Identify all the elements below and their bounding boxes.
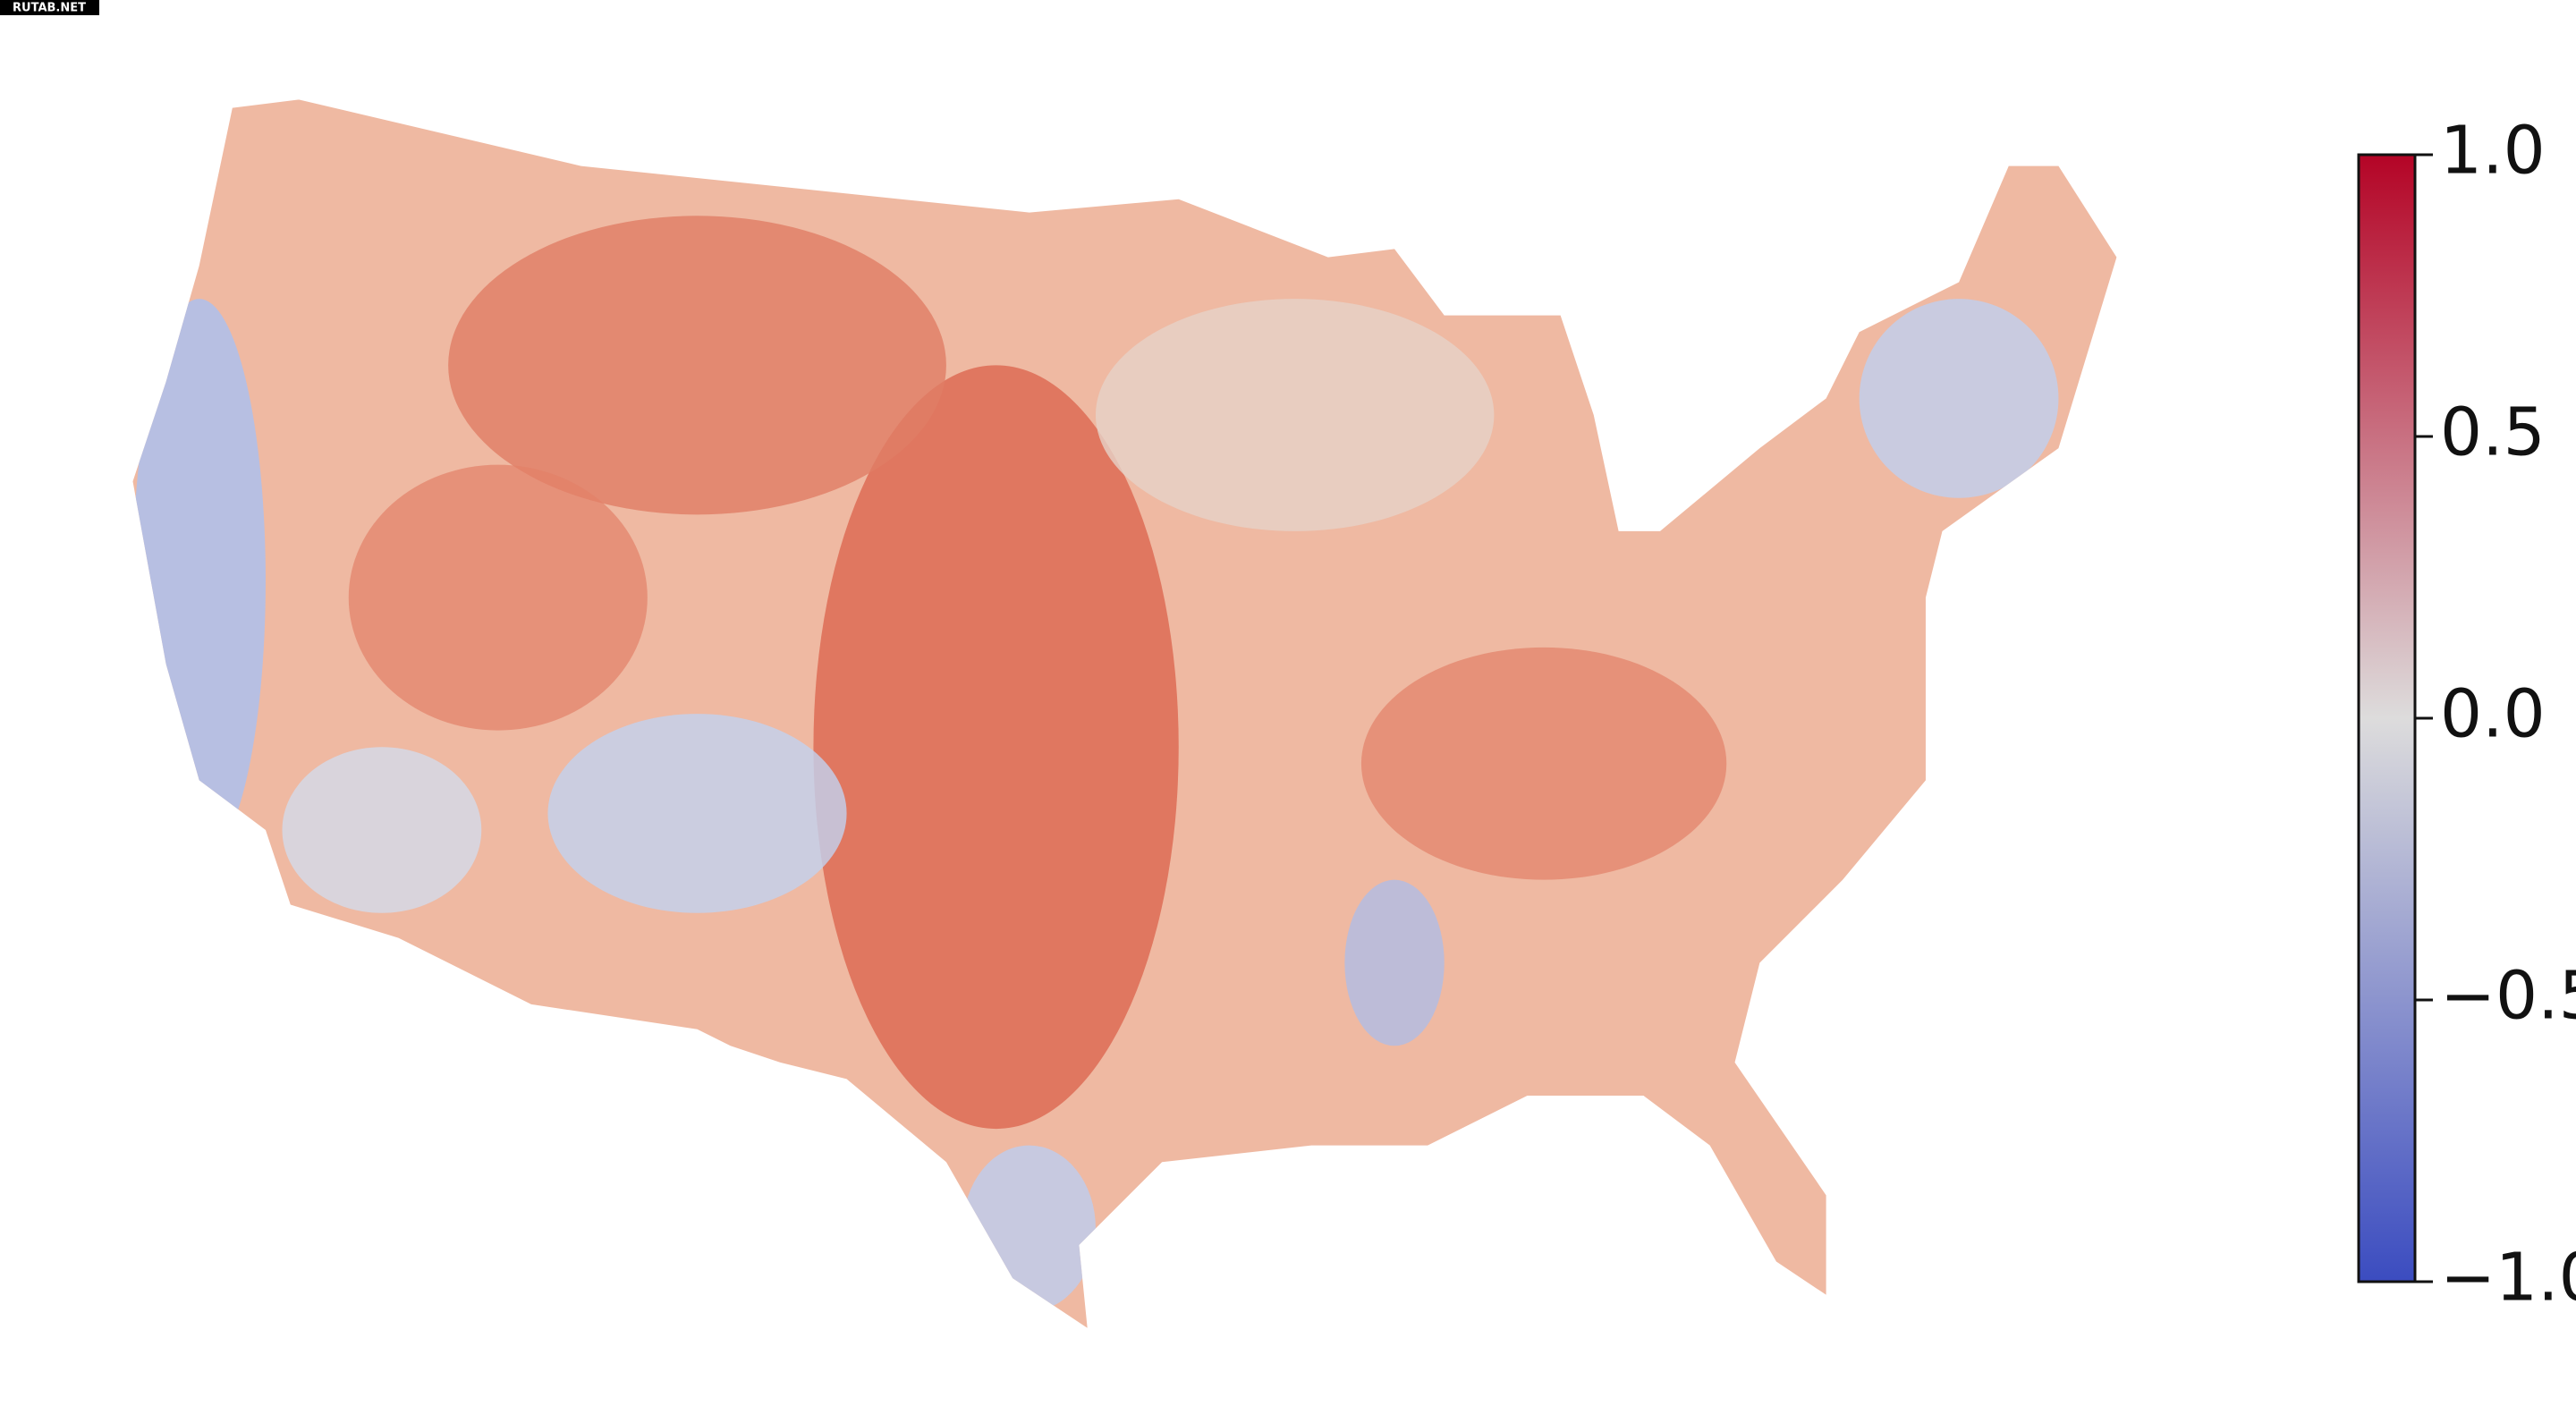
- map-region: [813, 365, 1179, 1130]
- map-region: [448, 216, 946, 515]
- watermark: RUTAB.NET: [13, 2, 86, 15]
- map-region: [1360, 647, 1727, 880]
- colorbar-tick-label: 0.5: [2440, 394, 2546, 471]
- colorbar-tick-label: 1.0: [2440, 113, 2546, 190]
- colorbar: [2357, 153, 2417, 1283]
- map-region: [348, 464, 648, 731]
- map-region: [132, 299, 266, 864]
- map-region: [1859, 299, 2059, 498]
- map-region: [962, 1145, 1096, 1312]
- map-region: [1095, 299, 1495, 531]
- map-region: [282, 747, 482, 913]
- map-region: [1344, 879, 1445, 1046]
- colorbar-tick-label: −0.5: [2440, 958, 2576, 1035]
- map-region: [547, 714, 847, 913]
- colorbar-tick-label: −1.0: [2440, 1240, 2576, 1317]
- colorbar-tick-label: 0.0: [2440, 676, 2546, 753]
- us-map: [132, 99, 2117, 1328]
- watermark-box: [0, 0, 99, 15]
